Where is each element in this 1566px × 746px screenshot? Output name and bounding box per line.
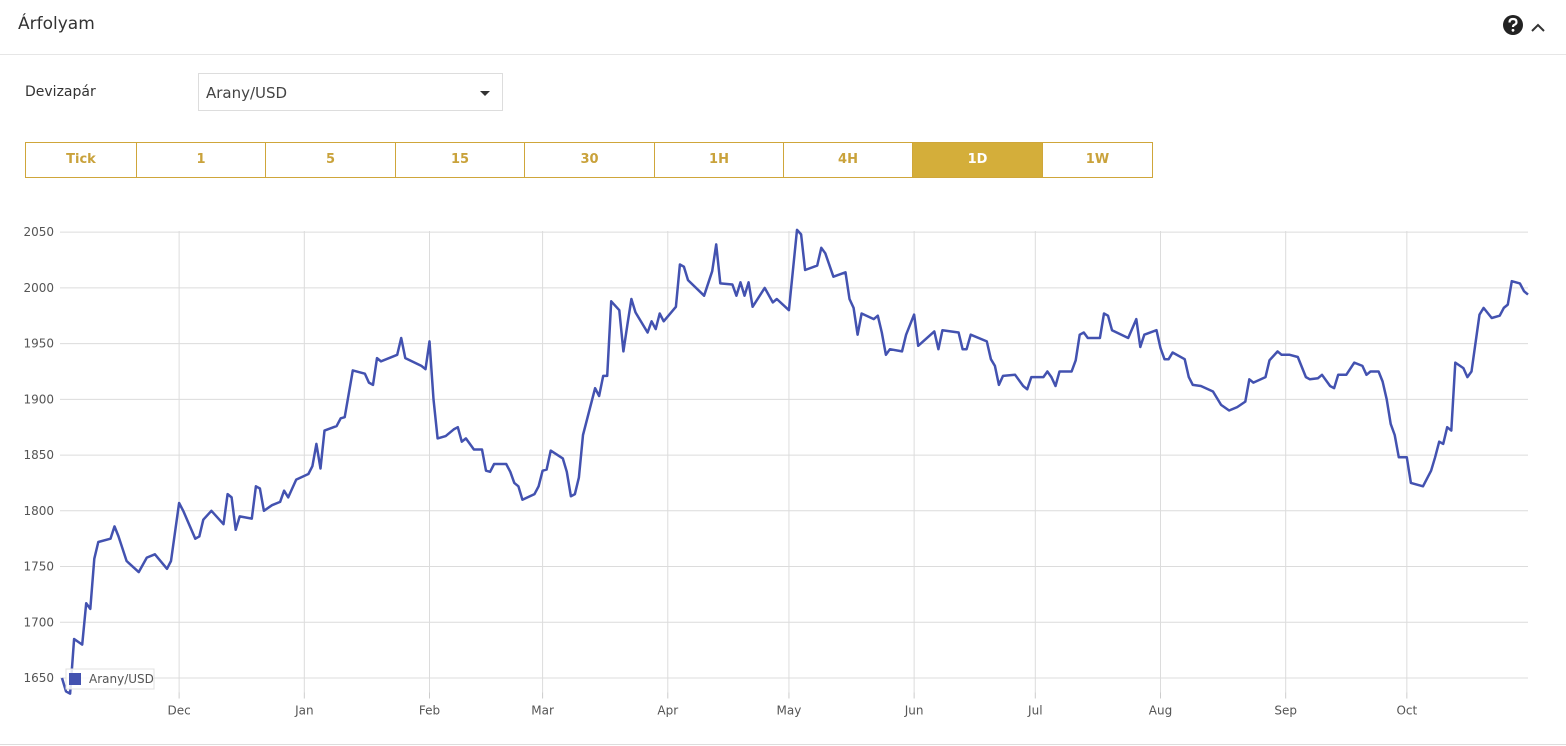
x-tick-label: Jun: [904, 704, 924, 718]
select-caret: [480, 91, 490, 96]
x-tick-label: Sep: [1274, 704, 1297, 718]
x-tick-label: Oct: [1396, 704, 1417, 718]
timeframe-button[interactable]: 15: [396, 143, 525, 177]
timeframe-button[interactable]: 30: [525, 143, 655, 177]
x-tick-label: Dec: [168, 704, 191, 718]
timeframe-button[interactable]: 1W: [1085, 152, 1110, 167]
pair-label: Devizapár: [25, 84, 96, 100]
collapse-icon[interactable]: [1531, 23, 1545, 32]
x-tick-label: Feb: [419, 704, 440, 718]
timeframe-button[interactable]: 1H: [655, 143, 784, 177]
y-tick-label: 2000: [23, 281, 54, 295]
timeframe-buttons: Tick 1 5 15 30 1H 4H 1D 1W: [25, 142, 1153, 178]
legend-item[interactable]: Arany/USD: [65, 668, 155, 690]
timeframe-button[interactable]: 4H: [784, 143, 913, 177]
pair-select[interactable]: Arany/USD: [198, 73, 503, 111]
y-tick-label: 1650: [23, 671, 54, 685]
legend-swatch: [69, 673, 81, 685]
x-tick-label: Apr: [657, 704, 678, 718]
x-tick-label: May: [777, 704, 802, 718]
x-tick-label: Jul: [1027, 704, 1042, 718]
header-icons: [1503, 15, 1545, 35]
x-tick-label: Aug: [1149, 704, 1172, 718]
y-tick-label: 1750: [23, 560, 54, 574]
timeframe-button[interactable]: Tick: [26, 143, 137, 177]
y-tick-label: 1800: [23, 504, 54, 518]
pair-select-value: Arany/USD: [206, 84, 288, 102]
y-tick-label: 1850: [23, 448, 54, 462]
timeframe-button[interactable]: 5: [266, 143, 396, 177]
y-tick-label: 1700: [23, 615, 54, 629]
timeframe-button[interactable]: 1D: [913, 143, 1043, 177]
x-tick-label: Jan: [294, 704, 314, 718]
x-tick-label: Mar: [531, 704, 554, 718]
bottom-border: [0, 744, 1566, 745]
y-tick-label: 2050: [23, 225, 54, 239]
legend-box: [65, 668, 155, 690]
legend-label: Arany/USD: [89, 672, 154, 686]
price-line: [60, 228, 1529, 695]
panel-header: Árfolyam: [0, 0, 1566, 55]
y-tick-label: 1900: [23, 392, 54, 406]
chart: 1650 1700 1750 1800 1850 1900 1950 2000 2050 Dec J…: [23, 225, 1529, 718]
panel-title: Árfolyam: [18, 14, 95, 34]
y-tick-label: 1950: [23, 337, 54, 351]
help-icon[interactable]: [1503, 15, 1523, 35]
timeframe-button[interactable]: 1: [137, 143, 266, 177]
